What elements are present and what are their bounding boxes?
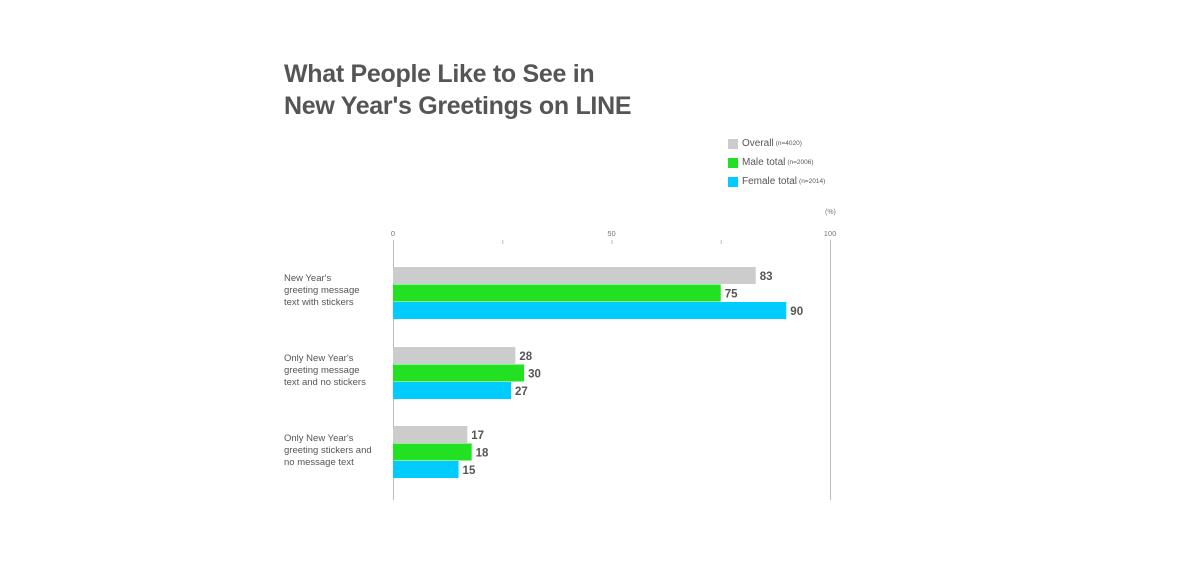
bar-value-label: 18	[476, 447, 489, 459]
legend-swatch-overall	[728, 138, 738, 149]
bar-value-label: 17	[471, 430, 484, 442]
legend-label-female: Female total	[742, 176, 798, 187]
category-label-1-line-3: text with stickers	[284, 297, 354, 308]
chart-title-line-1: What People Like to See in	[284, 60, 595, 88]
bar-value-label: 28	[519, 351, 532, 363]
bar-value-label: 15	[463, 465, 476, 477]
bar-value-label: 83	[760, 271, 773, 283]
bar	[393, 284, 721, 302]
legend: Overall (n=4020) Male total (n=2006) Fem…	[728, 137, 825, 194]
legend-item-male: Male total (n=2006)	[728, 156, 825, 169]
legend-swatch-female	[728, 176, 738, 187]
bar-value-label: 27	[515, 386, 528, 398]
bar	[393, 382, 511, 399]
legend-swatch-male	[728, 157, 738, 168]
bar-value-label: 75	[725, 288, 738, 300]
legend-label-male: Male total	[742, 157, 786, 168]
legend-item-overall: Overall (n=4020)	[728, 137, 825, 150]
bar-value-label: 90	[790, 306, 803, 318]
category-label-1-line-1: New Year's	[284, 273, 332, 284]
bar	[393, 461, 459, 478]
x-tick-label: 100	[824, 229, 837, 238]
category-label-2-line-2: greeting message	[284, 365, 360, 376]
unit-label: (%)	[825, 209, 836, 216]
legend-n-male: (n=2006)	[787, 159, 814, 166]
bar	[393, 347, 516, 364]
category-label-2-line-3: text and no stickers	[284, 377, 366, 388]
legend-label-overall: Overall	[742, 138, 774, 149]
category-label-3-line-3: no message text	[284, 457, 354, 468]
bar	[393, 443, 472, 461]
chart-title: What People Like to See in New Year's Gr…	[284, 58, 632, 122]
category-label-3: Only New Year's greeting stickers and no…	[284, 433, 394, 469]
bar	[393, 426, 468, 443]
legend-item-female: Female total (n=2014)	[728, 175, 825, 188]
category-label-3-line-2: greeting stickers and	[284, 445, 372, 456]
category-label-1: New Year's greeting message text with st…	[284, 273, 394, 309]
legend-n-overall: (n=4020)	[775, 140, 802, 147]
bar	[393, 267, 756, 284]
bar	[393, 364, 525, 382]
x-tick-label: 0	[391, 229, 395, 238]
legend-n-female: (n=2014)	[799, 178, 826, 185]
category-label-1-line-2: greeting message	[284, 285, 360, 296]
x-tick-label: 50	[607, 229, 615, 238]
category-label-2: Only New Year's greeting message text an…	[284, 353, 394, 389]
chart-title-line-2: New Year's Greetings on LINE	[284, 92, 632, 120]
bar-value-label: 30	[528, 368, 541, 380]
category-label-3-line-1: Only New Year's	[284, 433, 354, 444]
category-label-2-line-1: Only New Year's	[284, 353, 354, 364]
bar	[393, 302, 787, 319]
